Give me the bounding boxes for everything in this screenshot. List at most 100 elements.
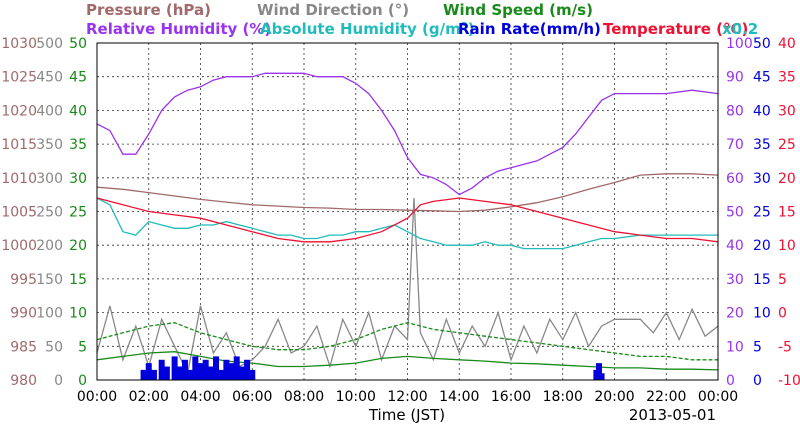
rain-bar bbox=[158, 359, 165, 380]
y-tick-label-wind-direction: 250 bbox=[36, 205, 63, 221]
legend: Pressure (hPa) Wind Direction (°) Wind Spe… bbox=[86, 1, 758, 38]
y-tick-label-wind-speed: 45 bbox=[69, 70, 87, 86]
rain-bar bbox=[218, 369, 225, 380]
y-tick-label-pressure: 990 bbox=[10, 306, 37, 322]
rain-bar bbox=[145, 363, 152, 380]
y-tick-label-temperature: 30 bbox=[778, 103, 796, 119]
legend-entry: Temperature (°C) bbox=[603, 20, 748, 38]
rain-bar bbox=[207, 366, 214, 380]
y-tick-label-pressure: 985 bbox=[10, 339, 37, 355]
series-line-wind-speed bbox=[96, 351, 719, 371]
y-tick-label-temperature: 5 bbox=[778, 272, 787, 288]
x-tick-label: 22:00 bbox=[646, 389, 686, 405]
y-tick-label-wind-speed: 15 bbox=[69, 272, 87, 288]
rain-bar bbox=[238, 366, 245, 380]
y-tick-label-relative-humidity: 100 bbox=[726, 36, 753, 52]
y-tick-label-wind-speed: 20 bbox=[69, 238, 87, 254]
x-tick-label: 12:00 bbox=[387, 389, 427, 405]
y-tick-label-rain-rate: 35 bbox=[753, 137, 771, 153]
y-tick-label-wind-direction: 300 bbox=[36, 171, 63, 187]
y-tick-label-pressure: 1015 bbox=[1, 137, 37, 153]
axis-tick-labels: 00:00 02:00 04:00 06:00 08:00 10:00 12:00 14:00… bbox=[1, 36, 800, 405]
y-tick-label-wind-direction: 400 bbox=[36, 103, 63, 119]
y-tick-label-wind-speed: 35 bbox=[69, 137, 87, 153]
y-tick-label-temperature: -10 bbox=[778, 373, 800, 389]
series-line-temperature bbox=[96, 197, 719, 243]
y-tick-label-wind-direction: 350 bbox=[36, 137, 63, 153]
y-tick-label-pressure: 1000 bbox=[1, 238, 37, 254]
x-tick-label: 16:00 bbox=[491, 389, 531, 405]
x-tick-label: 00:00 bbox=[77, 389, 117, 405]
rain-bar bbox=[598, 373, 605, 380]
y-tick-label-rain-rate: 25 bbox=[753, 205, 771, 221]
y-tick-label-wind-direction: 200 bbox=[36, 238, 63, 254]
y-tick-label-wind-direction: 0 bbox=[54, 373, 63, 389]
y-tick-label-relative-humidity: 60 bbox=[726, 171, 744, 187]
y-tick-label-pressure: 1005 bbox=[1, 205, 37, 221]
y-tick-label-temperature: 10 bbox=[778, 238, 796, 254]
legend-entry: Relative Humidity (%) bbox=[86, 20, 271, 38]
y-tick-label-pressure: 980 bbox=[10, 373, 37, 389]
rain-bar bbox=[595, 363, 602, 380]
rain-bar bbox=[249, 369, 256, 380]
rain-bar bbox=[176, 366, 183, 380]
y-tick-label-rain-rate: 0 bbox=[753, 373, 762, 389]
x-tick-label: 10:00 bbox=[336, 389, 376, 405]
y-tick-label-relative-humidity: 70 bbox=[726, 137, 744, 153]
y-tick-label-wind-direction: 500 bbox=[36, 36, 63, 52]
legend-entry: Wind Direction (°) bbox=[257, 1, 409, 19]
y-tick-label-rain-rate: 50 bbox=[753, 36, 771, 52]
y-tick-label-rain-rate: 15 bbox=[753, 272, 771, 288]
y-tick-label-pressure: 1030 bbox=[1, 36, 37, 52]
y-tick-label-relative-humidity: 0 bbox=[726, 373, 735, 389]
y-tick-label-wind-speed: 30 bbox=[69, 171, 87, 187]
legend-entry: Wind Speed (m/s) bbox=[443, 1, 593, 19]
y-tick-label-wind-direction: 50 bbox=[45, 339, 63, 355]
y-tick-label-pressure: 1020 bbox=[1, 103, 37, 119]
y-tick-label-temperature: 20 bbox=[778, 171, 796, 187]
y-tick-label-pressure: 1010 bbox=[1, 171, 37, 187]
rain-bar bbox=[228, 363, 235, 380]
y-tick-label-rain-rate: 45 bbox=[753, 70, 771, 86]
rain-bar bbox=[181, 359, 188, 380]
rain-bar bbox=[163, 366, 170, 380]
series-line-wind-speed bbox=[96, 322, 718, 361]
y-tick-label-wind-direction: 450 bbox=[36, 70, 63, 86]
y-tick-label-wind-direction: 150 bbox=[36, 272, 63, 288]
plot-frame bbox=[96, 42, 719, 381]
rain-bar bbox=[150, 369, 157, 380]
y-tick-label-pressure: 1025 bbox=[1, 70, 37, 86]
plot-series bbox=[96, 72, 719, 380]
y-tick-label-temperature: 35 bbox=[778, 70, 796, 86]
rain-bar bbox=[140, 369, 147, 380]
y-tick-label-temperature: -5 bbox=[778, 339, 792, 355]
series-line-wind-direction bbox=[96, 197, 719, 376]
y-tick-label-wind-speed: 5 bbox=[78, 339, 87, 355]
rain-bar bbox=[187, 369, 194, 380]
y-tick-label-temperature: 15 bbox=[778, 205, 796, 221]
y-tick-label-wind-speed: 10 bbox=[69, 306, 87, 322]
y-tick-label-wind-speed: 25 bbox=[69, 205, 87, 221]
legend-scale-note: x0.2 bbox=[722, 20, 758, 38]
y-tick-label-relative-humidity: 80 bbox=[726, 103, 744, 119]
series-line-pressure bbox=[96, 173, 719, 213]
y-tick-label-relative-humidity: 40 bbox=[726, 238, 744, 254]
chart-date: 2013-05-01 bbox=[629, 406, 716, 424]
y-tick-label-wind-direction: 100 bbox=[36, 306, 63, 322]
y-tick-label-relative-humidity: 10 bbox=[726, 339, 744, 355]
y-tick-label-rain-rate: 40 bbox=[753, 103, 771, 119]
y-tick-label-rain-rate: 10 bbox=[753, 306, 771, 322]
x-axis-title: Time (JST) bbox=[368, 406, 445, 424]
x-tick-label: 20:00 bbox=[594, 389, 634, 405]
grid bbox=[97, 43, 718, 380]
rain-bar bbox=[202, 359, 209, 380]
x-tick-label: 04:00 bbox=[180, 389, 220, 405]
x-tick-label: 08:00 bbox=[284, 389, 324, 405]
x-tick-label: 00:00 bbox=[698, 389, 738, 405]
series-line-relative-humidity bbox=[96, 72, 719, 196]
y-tick-label-relative-humidity: 20 bbox=[726, 306, 744, 322]
y-tick-label-relative-humidity: 50 bbox=[726, 205, 744, 221]
y-tick-label-rain-rate: 20 bbox=[753, 238, 771, 254]
rain-bar bbox=[197, 363, 204, 380]
